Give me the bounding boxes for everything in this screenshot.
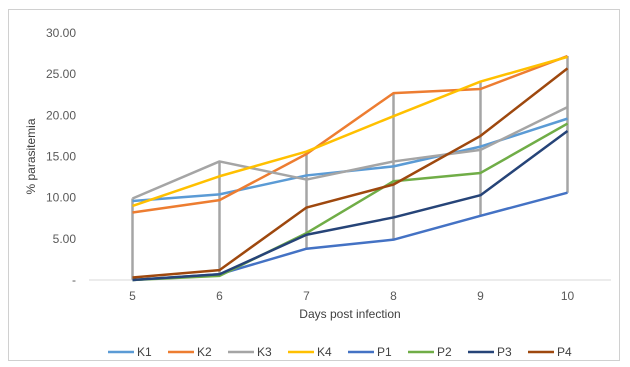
series-line-p3 <box>132 129 569 282</box>
x-tick-label: 8 <box>390 289 397 303</box>
x-tick-label: 6 <box>216 289 223 303</box>
x-tick-label: 9 <box>477 289 484 303</box>
x-tick-label: 7 <box>303 289 310 303</box>
legend-label-k4: K4 <box>317 345 332 359</box>
y-axis-title: % parasitemia <box>24 118 38 194</box>
series-line-k3 <box>132 105 569 200</box>
legend-label-k1: K1 <box>137 345 152 359</box>
series-line-p4 <box>132 67 569 279</box>
series-line-k4 <box>132 55 568 208</box>
y-tick-label: 5.00 <box>53 232 77 246</box>
drop-lines <box>131 56 569 280</box>
y-tick-label: 10.00 <box>46 191 76 205</box>
x-axis-title: Days post infection <box>299 307 400 321</box>
chart-frame <box>8 9 620 361</box>
legend: K1 K2 K3 K4 P1 P2 P3 P4 <box>108 345 572 359</box>
legend-label-p4: P4 <box>557 345 572 359</box>
x-axis-ticks: 5 6 7 8 9 10 <box>129 289 574 303</box>
y-tick-label: 15.00 <box>46 150 76 164</box>
y-tick-label: 25.00 <box>46 67 76 81</box>
legend-label-p3: P3 <box>497 345 512 359</box>
y-tick-label: 20.00 <box>46 108 76 122</box>
legend-label-k3: K3 <box>257 345 272 359</box>
legend-label-k2: K2 <box>197 345 212 359</box>
y-tick-label: 30.00 <box>46 26 76 40</box>
series-line-p2 <box>132 122 569 282</box>
legend-label-p2: P2 <box>437 345 452 359</box>
y-axis-ticks: - 5.00 10.00 15.00 20.00 25.00 30.00 <box>46 26 76 287</box>
x-tick-label: 10 <box>561 289 575 303</box>
y-tick-label: - <box>72 273 76 287</box>
series-line-k2 <box>132 54 568 214</box>
series-lines <box>132 54 569 282</box>
x-tick-label: 5 <box>129 289 136 303</box>
legend-label-p1: P1 <box>377 345 392 359</box>
